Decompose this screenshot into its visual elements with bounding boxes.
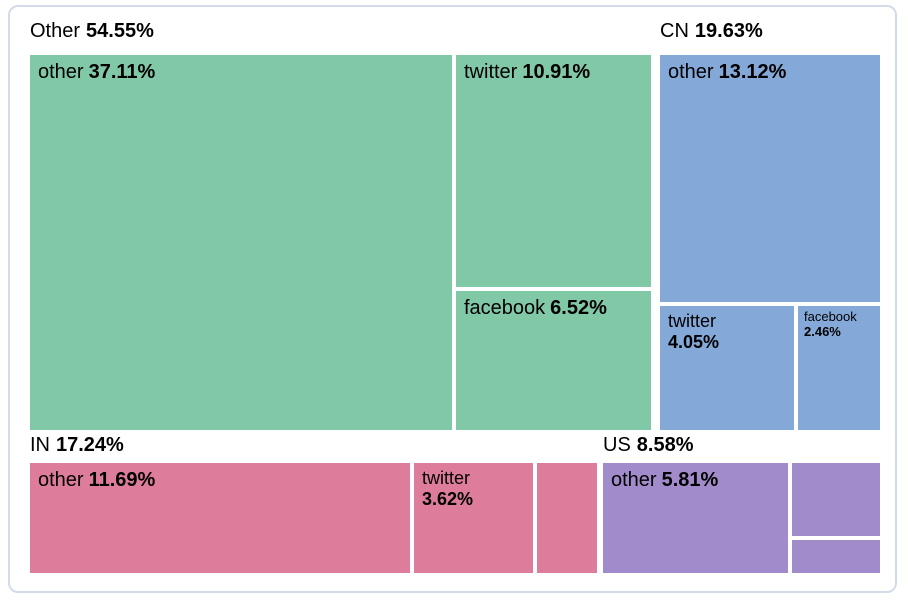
cell-name: twitter: [464, 61, 518, 83]
cell-in-unlabeled[interactable]: [537, 463, 597, 573]
cell-name: facebook: [464, 297, 546, 319]
cell-us-unlabeled-top[interactable]: [792, 463, 880, 536]
cell-percent: 4.05%: [668, 331, 720, 352]
cell-percent: 13.12%: [718, 61, 787, 83]
group-percent: 8.58%: [636, 434, 694, 456]
group-name: US: [603, 434, 631, 456]
cell-cn-twitter[interactable]: twitter 4.05%: [660, 306, 794, 430]
cell-percent: 5.81%: [661, 469, 719, 491]
cell-other-twitter[interactable]: twitter 10.91%: [456, 55, 651, 287]
group-percent: 19.63%: [694, 20, 763, 42]
group-name: IN: [30, 434, 50, 456]
cell-name: facebook: [804, 309, 857, 324]
cell-name: twitter: [422, 468, 471, 488]
cell-name: other: [668, 61, 714, 83]
cell-name: other: [38, 61, 84, 83]
group-label-cn: CN 19.63%: [660, 20, 763, 43]
group-name: Other: [30, 20, 81, 42]
cell-percent: 2.46%: [804, 323, 841, 339]
group-percent: 17.24%: [56, 434, 124, 456]
cell-percent: 6.52%: [550, 297, 607, 319]
cell-in-twitter[interactable]: twitter 3.62%: [414, 463, 533, 573]
cell-percent: 37.11%: [88, 61, 156, 83]
group-label-other: Other 54.55%: [30, 20, 154, 43]
cell-us-other[interactable]: other 5.81%: [603, 463, 788, 573]
cell-us-unlabeled-bottom[interactable]: [792, 540, 880, 573]
group-name: CN: [660, 20, 689, 42]
cell-name: other: [38, 469, 84, 491]
group-label-in: IN 17.24%: [30, 434, 124, 457]
cell-other-other[interactable]: other 37.11%: [30, 55, 452, 430]
cell-other-facebook[interactable]: facebook 6.52%: [456, 291, 651, 430]
cell-name: twitter: [668, 311, 717, 331]
group-percent: 54.55%: [86, 20, 154, 42]
cell-cn-other[interactable]: other 13.12%: [660, 55, 880, 302]
cell-in-other[interactable]: other 11.69%: [30, 463, 410, 573]
cell-percent: 3.62%: [422, 488, 474, 509]
group-label-us: US 8.58%: [603, 434, 694, 457]
cell-percent: 11.69%: [88, 469, 156, 491]
cell-cn-facebook[interactable]: facebook 2.46%: [798, 306, 880, 430]
cell-percent: 10.91%: [522, 61, 591, 83]
cell-name: other: [611, 469, 657, 491]
